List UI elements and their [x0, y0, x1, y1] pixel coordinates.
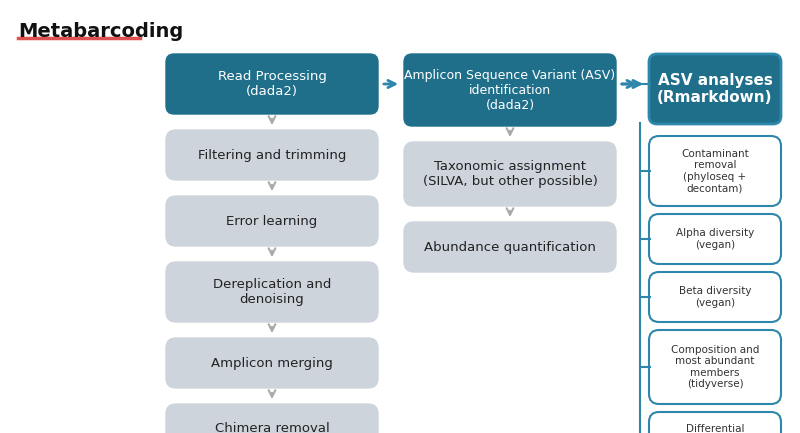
FancyBboxPatch shape	[166, 54, 378, 114]
FancyBboxPatch shape	[166, 262, 378, 322]
FancyBboxPatch shape	[404, 54, 616, 126]
FancyBboxPatch shape	[649, 272, 781, 322]
FancyBboxPatch shape	[649, 412, 781, 433]
FancyBboxPatch shape	[649, 54, 781, 124]
Text: Contaminant
removal
(phyloseq +
decontam): Contaminant removal (phyloseq + decontam…	[681, 149, 749, 194]
Text: Amplicon Sequence Variant (ASV)
identification
(dada2): Amplicon Sequence Variant (ASV) identifi…	[405, 68, 615, 112]
FancyBboxPatch shape	[649, 214, 781, 264]
FancyBboxPatch shape	[404, 222, 616, 272]
Text: Alpha diversity
(vegan): Alpha diversity (vegan)	[676, 228, 754, 250]
FancyBboxPatch shape	[649, 136, 781, 206]
Text: Error learning: Error learning	[226, 214, 318, 227]
Text: Chimera removal: Chimera removal	[214, 423, 330, 433]
Text: Abundance quantification: Abundance quantification	[424, 240, 596, 253]
Text: Composition and
most abundant
members
(tidyverse): Composition and most abundant members (t…	[671, 345, 759, 389]
FancyBboxPatch shape	[649, 330, 781, 404]
FancyBboxPatch shape	[166, 404, 378, 433]
FancyBboxPatch shape	[166, 338, 378, 388]
Text: Differential
abundance
(ANCOM-BC): Differential abundance (ANCOM-BC)	[682, 424, 747, 433]
FancyBboxPatch shape	[166, 130, 378, 180]
Text: ASV analyses
(Rmarkdown): ASV analyses (Rmarkdown)	[658, 73, 773, 105]
FancyBboxPatch shape	[166, 196, 378, 246]
Text: Taxonomic assignment
(SILVA, but other possible): Taxonomic assignment (SILVA, but other p…	[422, 160, 598, 188]
Text: Filtering and trimming: Filtering and trimming	[198, 149, 346, 162]
Text: Metabarcoding: Metabarcoding	[18, 22, 183, 41]
FancyBboxPatch shape	[404, 142, 616, 206]
Text: Amplicon merging: Amplicon merging	[211, 356, 333, 369]
Text: Read Processing
(dada2): Read Processing (dada2)	[218, 70, 326, 98]
Text: Dereplication and
denoising: Dereplication and denoising	[213, 278, 331, 306]
Text: Beta diversity
(vegan): Beta diversity (vegan)	[678, 286, 751, 308]
